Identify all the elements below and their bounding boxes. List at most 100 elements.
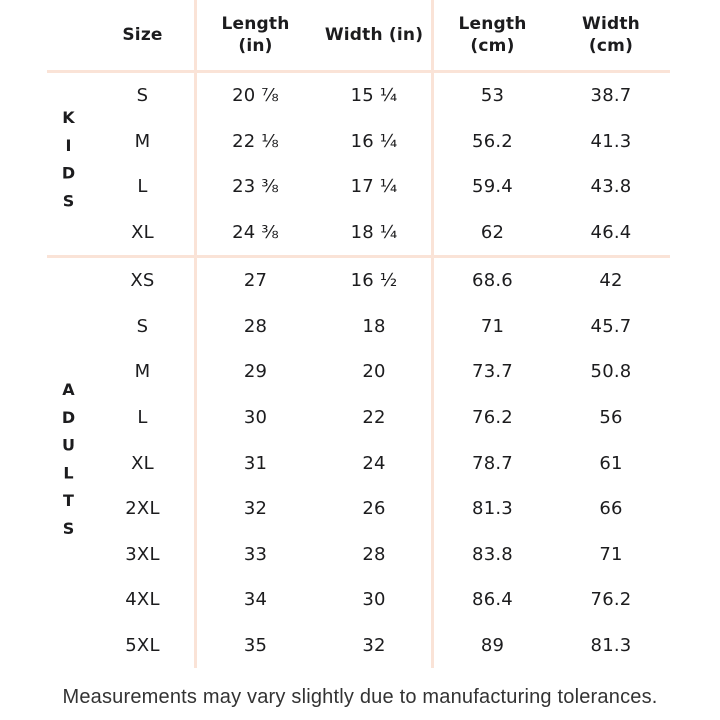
cell-width-in: 28	[362, 543, 386, 565]
cell-width-cm: 38.7	[590, 85, 632, 107]
cell-size: 2XL	[125, 498, 160, 520]
cell-width-in: 16 ½	[350, 270, 398, 292]
cell-size: M	[134, 361, 151, 383]
section-adults: ADULTS XS 27 16 ½ 68.6 42 S 28 18 71 45.…	[47, 258, 670, 668]
cell-size: XS	[130, 270, 155, 292]
cell-width-cm: 50.8	[590, 361, 632, 383]
adults-rows: XS 27 16 ½ 68.6 42 S 28 18 71 45.7 M 29 …	[89, 258, 670, 668]
table-row: M 22 ⅛ 16 ¼ 56.2 41.3	[89, 119, 670, 165]
table-row: XS 27 16 ½ 68.6 42	[89, 258, 670, 304]
cell-length-in: 29	[243, 361, 268, 383]
cell-length-cm: 62	[480, 221, 505, 243]
cell-width-cm: 81.3	[590, 634, 632, 656]
header-divider	[47, 70, 670, 73]
cell-size: L	[137, 406, 148, 428]
cell-width-in: 22	[362, 406, 386, 428]
cell-length-cm: 73.7	[472, 361, 513, 383]
table-row: 4XL 34 30 86.4 76.2	[89, 577, 670, 623]
header-size: Size	[89, 0, 196, 70]
cell-width-in: 32	[362, 634, 386, 656]
header-size-label: Size	[122, 24, 163, 45]
cell-length-cm: 89	[480, 634, 505, 656]
cell-width-cm: 56	[599, 406, 623, 428]
cell-length-in: 31	[243, 452, 268, 474]
cell-length-in: 30	[243, 406, 268, 428]
cell-width-cm: 45.7	[590, 315, 632, 337]
cell-size: 3XL	[125, 543, 160, 565]
cell-size: L	[137, 176, 148, 198]
cell-length-cm: 56.2	[472, 130, 513, 152]
cell-length-in: 22 ⅛	[232, 130, 279, 152]
cell-width-cm: 61	[599, 452, 623, 474]
cell-width-in: 26	[362, 498, 386, 520]
cell-width-in: 30	[362, 589, 386, 611]
table-row: XL 24 ⅜ 18 ¼ 62 46.4	[89, 210, 670, 256]
adults-label-column: ADULTS	[47, 258, 89, 668]
cell-length-in: 34	[243, 589, 268, 611]
header-width-cm: Width (cm)	[552, 0, 670, 70]
tolerance-note: Measurements may vary slightly due to ma…	[62, 686, 658, 708]
kids-label-column: KIDS	[47, 73, 89, 255]
cell-length-in: 20 ⅞	[232, 85, 279, 107]
cell-length-cm: 59.4	[472, 176, 513, 198]
cell-width-in: 16 ¼	[350, 130, 398, 152]
cell-length-in: 28	[243, 315, 268, 337]
table-row: S 20 ⅞ 15 ¼ 53 38.7	[89, 73, 670, 119]
cell-length-in: 35	[243, 634, 268, 656]
kids-rows: S 20 ⅞ 15 ¼ 53 38.7 M 22 ⅛ 16 ¼ 56.2 41.…	[89, 73, 670, 255]
header-length-in: Length (in)	[196, 0, 315, 70]
vertical-divider-left	[194, 0, 197, 668]
table-row: M 29 20 73.7 50.8	[89, 349, 670, 395]
cell-length-in: 33	[243, 543, 268, 565]
cell-length-cm: 83.8	[472, 543, 513, 565]
table-row: 5XL 35 32 89 81.3	[89, 623, 670, 669]
header-cells: Size Length (in) Width (in) Length (cm) …	[89, 0, 670, 70]
cell-length-cm: 68.6	[472, 270, 513, 292]
header-width-in: Width (in)	[315, 0, 433, 70]
header-width-in-label: Width (in)	[324, 24, 424, 45]
header-length-in-label: Length (in)	[221, 13, 290, 56]
header-length-cm: Length (cm)	[433, 0, 552, 70]
table-row: L 30 22 76.2 56	[89, 395, 670, 441]
header-width-cm-label: Width (cm)	[582, 13, 640, 56]
section-kids: KIDS S 20 ⅞ 15 ¼ 53 38.7 M 22 ⅛ 16 ¼ 56.…	[47, 73, 670, 255]
cell-size: 5XL	[125, 634, 160, 656]
cell-width-in: 20	[362, 361, 386, 383]
cell-size: 4XL	[125, 589, 160, 611]
table-row: 2XL 32 26 81.3 66	[89, 486, 670, 532]
cell-size: M	[134, 130, 151, 152]
cell-length-in: 24 ⅜	[232, 221, 279, 243]
cell-width-cm: 71	[599, 543, 623, 565]
cell-length-in: 23 ⅜	[232, 176, 279, 198]
table-row: 3XL 33 28 83.8 71	[89, 531, 670, 577]
cell-length-cm: 76.2	[472, 406, 513, 428]
cell-size: S	[136, 85, 149, 107]
table-row: XL 31 24 78.7 61	[89, 440, 670, 486]
cell-width-cm: 66	[599, 498, 623, 520]
cell-width-in: 24	[362, 452, 386, 474]
table-row: S 28 18 71 45.7	[89, 304, 670, 350]
cell-size: XL	[131, 452, 154, 474]
cell-width-cm: 41.3	[590, 130, 632, 152]
cell-length-in: 27	[243, 270, 268, 292]
cell-width-cm: 76.2	[590, 589, 632, 611]
table-row: L 23 ⅜ 17 ¼ 59.4 43.8	[89, 164, 670, 210]
cell-width-in: 18	[362, 315, 386, 337]
cell-width-cm: 46.4	[590, 221, 632, 243]
vertical-divider-right	[431, 0, 434, 668]
cell-length-cm: 78.7	[472, 452, 513, 474]
section-divider	[47, 255, 670, 258]
cell-length-in: 32	[243, 498, 268, 520]
cell-length-cm: 53	[480, 85, 505, 107]
cell-size: S	[136, 315, 149, 337]
section-label-kids: KIDS	[59, 108, 78, 220]
cell-length-cm: 71	[480, 315, 505, 337]
cell-length-cm: 81.3	[472, 498, 513, 520]
cell-width-in: 18 ¼	[350, 221, 398, 243]
cell-width-in: 17 ¼	[350, 176, 398, 198]
cell-width-in: 15 ¼	[350, 85, 398, 107]
header-row: Size Length (in) Width (in) Length (cm) …	[47, 0, 670, 70]
cell-width-cm: 43.8	[590, 176, 632, 198]
cell-width-cm: 42	[599, 270, 623, 292]
